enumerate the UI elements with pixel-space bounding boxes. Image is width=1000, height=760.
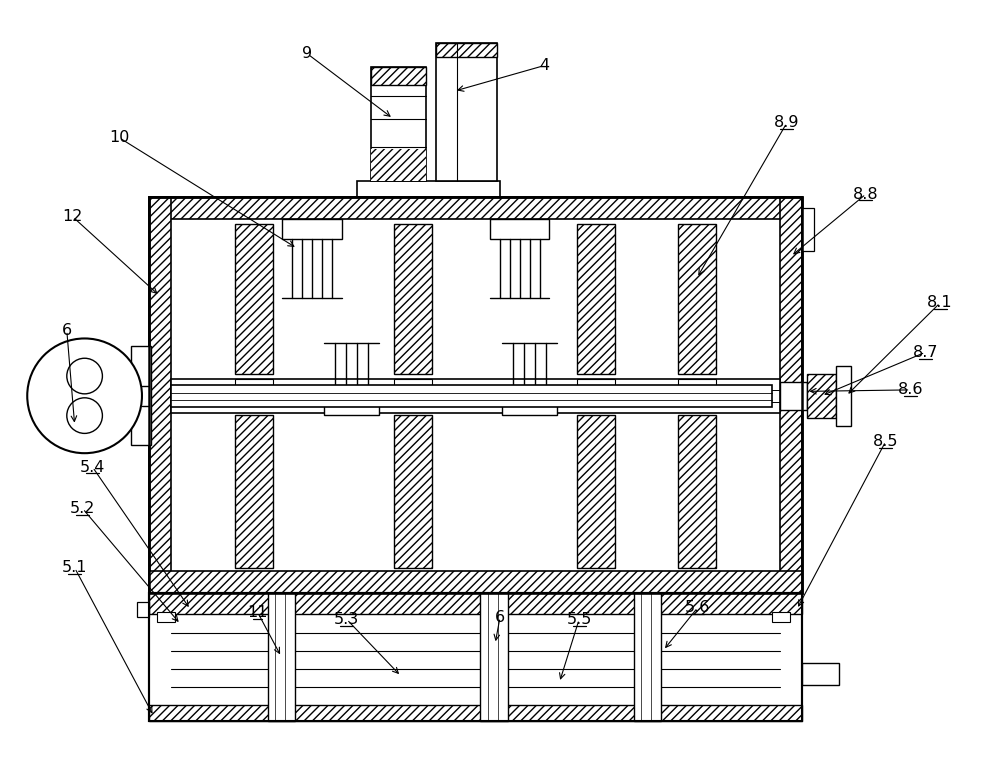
- Bar: [371, 68, 426, 85]
- Text: 6: 6: [62, 323, 72, 338]
- Bar: [577, 415, 615, 568]
- Bar: [357, 181, 500, 197]
- Bar: [324, 393, 379, 415]
- Bar: [171, 379, 780, 413]
- Bar: [802, 208, 814, 252]
- Bar: [780, 197, 802, 593]
- Bar: [371, 68, 426, 181]
- Circle shape: [27, 338, 142, 453]
- Text: 5.3: 5.3: [334, 612, 359, 627]
- Bar: [634, 593, 661, 721]
- Bar: [577, 223, 615, 374]
- Bar: [394, 415, 432, 568]
- Text: 12: 12: [63, 209, 83, 224]
- Bar: [480, 593, 508, 721]
- Text: 6: 6: [495, 610, 505, 625]
- Bar: [577, 379, 615, 391]
- Bar: [235, 223, 273, 374]
- Bar: [149, 593, 802, 614]
- Bar: [394, 223, 432, 374]
- Bar: [149, 197, 171, 593]
- Bar: [149, 705, 802, 721]
- Bar: [149, 571, 802, 593]
- Bar: [235, 379, 273, 391]
- Bar: [490, 219, 549, 239]
- Text: 4: 4: [539, 58, 550, 73]
- Text: 8.8: 8.8: [853, 186, 879, 201]
- Text: 5.2: 5.2: [70, 501, 95, 516]
- Text: 9: 9: [302, 46, 312, 61]
- Text: 8.5: 8.5: [873, 434, 898, 449]
- Bar: [268, 593, 295, 721]
- Bar: [436, 43, 497, 56]
- Bar: [678, 223, 716, 374]
- Bar: [235, 415, 273, 568]
- Text: 8.1: 8.1: [927, 296, 953, 310]
- Bar: [149, 197, 802, 219]
- Bar: [780, 382, 807, 410]
- Bar: [137, 602, 149, 617]
- Text: 5.6: 5.6: [685, 600, 710, 615]
- Bar: [678, 415, 716, 568]
- Bar: [131, 347, 151, 445]
- Bar: [836, 366, 851, 426]
- Bar: [502, 393, 557, 415]
- Bar: [802, 663, 839, 686]
- Text: 8.6: 8.6: [898, 382, 923, 397]
- Bar: [371, 150, 426, 181]
- Bar: [772, 613, 790, 622]
- Text: 5.4: 5.4: [80, 460, 105, 474]
- Bar: [436, 43, 497, 181]
- Bar: [282, 219, 342, 239]
- Bar: [149, 197, 802, 593]
- Bar: [149, 593, 802, 721]
- Text: 10: 10: [109, 130, 129, 145]
- Text: 5.5: 5.5: [566, 612, 592, 627]
- Bar: [149, 593, 802, 721]
- Text: 8.9: 8.9: [774, 116, 800, 131]
- Text: 5.1: 5.1: [62, 560, 87, 575]
- Bar: [678, 379, 716, 391]
- Bar: [171, 385, 772, 407]
- Text: 11: 11: [247, 605, 268, 620]
- Bar: [157, 613, 175, 622]
- Bar: [149, 197, 802, 593]
- Text: 8.7: 8.7: [913, 345, 938, 359]
- Bar: [394, 379, 432, 391]
- Bar: [807, 374, 836, 418]
